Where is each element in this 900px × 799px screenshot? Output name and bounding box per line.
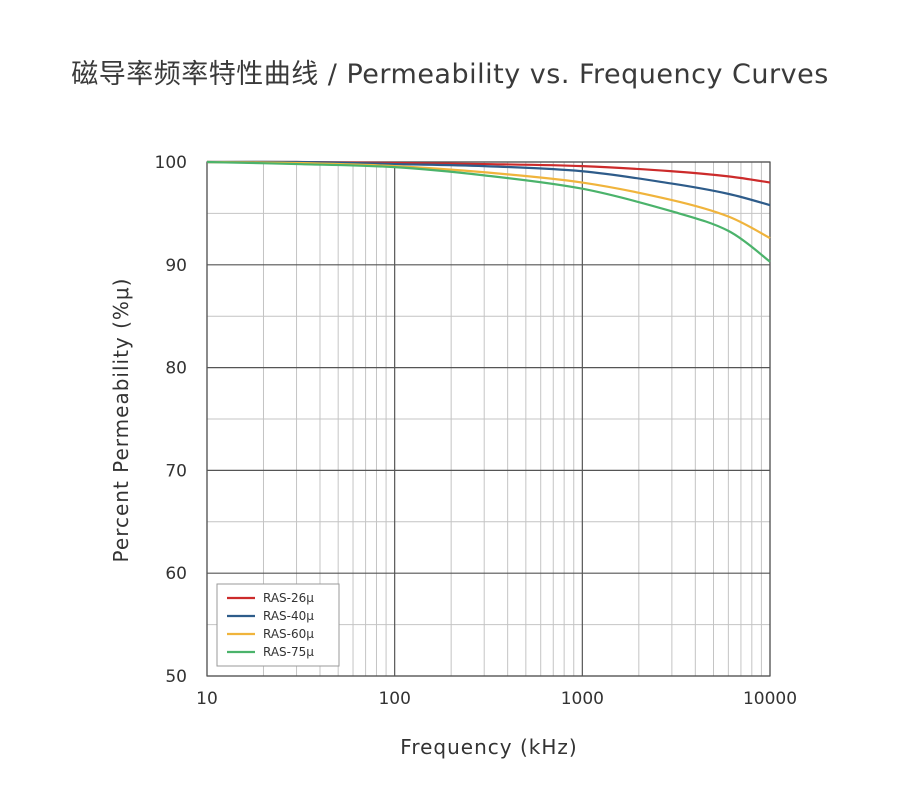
- series-line-2: [206, 160, 771, 207]
- x-axis-label: Frequency (kHz): [400, 735, 577, 759]
- series-lines: [206, 160, 771, 263]
- y-tick-label: 50: [165, 667, 187, 687]
- grid: [206, 161, 771, 677]
- tick-labels: 10 100 1000 10000 100 90 80 70 60 50: [155, 153, 798, 709]
- y-tick-label: 70: [165, 461, 187, 481]
- y-axis-label: Percent Permeability (%μ): [109, 278, 133, 563]
- legend-label: RAS-75μ: [263, 645, 314, 659]
- legend-label: RAS-40μ: [263, 609, 314, 623]
- y-tick-label: 90: [165, 256, 187, 276]
- plot-frame: [206, 161, 771, 677]
- chart-title: 磁导率频率特性曲线 / Permeability vs. Frequency C…: [71, 59, 829, 90]
- legend-label: RAS-26μ: [263, 591, 314, 605]
- series-line-4: [206, 160, 771, 263]
- series-line-3: [206, 160, 771, 240]
- x-tick-label: 10000: [743, 689, 797, 709]
- x-tick-label: 100: [378, 689, 410, 709]
- legend-label: RAS-60μ: [263, 627, 314, 641]
- x-tick-label: 1000: [561, 689, 604, 709]
- y-tick-label: 60: [165, 564, 187, 584]
- x-tick-label: 10: [196, 689, 218, 709]
- y-tick-label: 100: [155, 153, 187, 173]
- y-tick-label: 80: [165, 359, 187, 379]
- legend: RAS-26μ RAS-40μ RAS-60μ RAS-75μ: [216, 583, 340, 667]
